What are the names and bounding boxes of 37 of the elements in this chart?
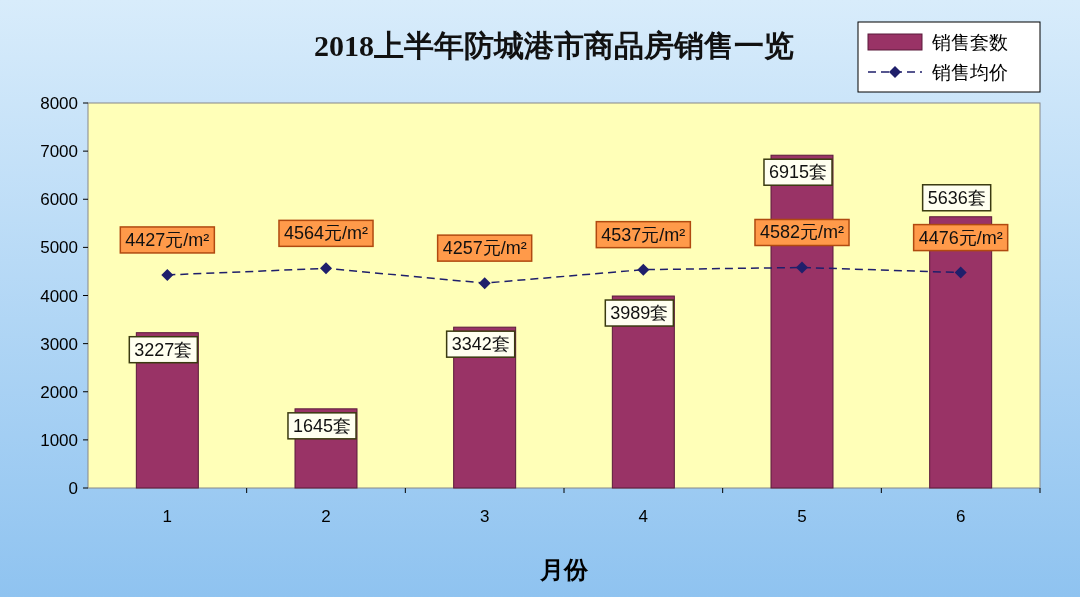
point	[954, 266, 967, 279]
data-label: 1645套	[292, 415, 352, 436]
x-axis-title: 月份	[539, 557, 589, 583]
y-tick-label: 8000	[40, 94, 78, 113]
point	[161, 268, 174, 281]
y-tick-label: 5000	[40, 238, 78, 258]
data-label: 3227套	[134, 339, 193, 360]
data-label: 4537元/m²	[601, 224, 686, 245]
data-label: 5636套	[927, 187, 986, 208]
y-tick-label: 3000	[40, 334, 78, 354]
data-label: 4427元/m²	[125, 229, 210, 250]
x-tick-label: 2	[321, 507, 331, 526]
y-tick-label: 1000	[40, 430, 78, 450]
x-tick-label: 3	[479, 507, 490, 526]
point	[320, 262, 332, 275]
point	[478, 277, 491, 290]
y-tick-label: 4000	[40, 286, 78, 306]
x-tick-label: 4	[638, 507, 649, 526]
y-tick-label: 0	[68, 479, 78, 498]
data-label: 3989套	[610, 303, 669, 324]
data-label: 3342套	[451, 334, 510, 355]
data-label: 4564元/m²	[283, 223, 369, 244]
y-tick-label: 6000	[40, 190, 78, 210]
x-tick-label: 6	[955, 507, 966, 526]
y-tick-label: 7000	[40, 142, 78, 162]
data-label: 4257元/m²	[442, 238, 527, 259]
data-label: 6915套	[768, 162, 828, 183]
chart-title: 2018上半年防城港市商品房销售一览	[314, 29, 794, 62]
legend-label: 销售套数	[931, 32, 1008, 53]
data-label: 4582元/m²	[759, 222, 845, 243]
point	[637, 263, 650, 276]
y-tick-label: 2000	[40, 382, 78, 402]
point	[796, 261, 808, 274]
data-label: 4476元/m²	[918, 227, 1003, 248]
x-tick-label: 1	[162, 507, 173, 526]
x-tick-label: 5	[797, 507, 807, 526]
legend-label: 销售均价	[931, 62, 1008, 83]
